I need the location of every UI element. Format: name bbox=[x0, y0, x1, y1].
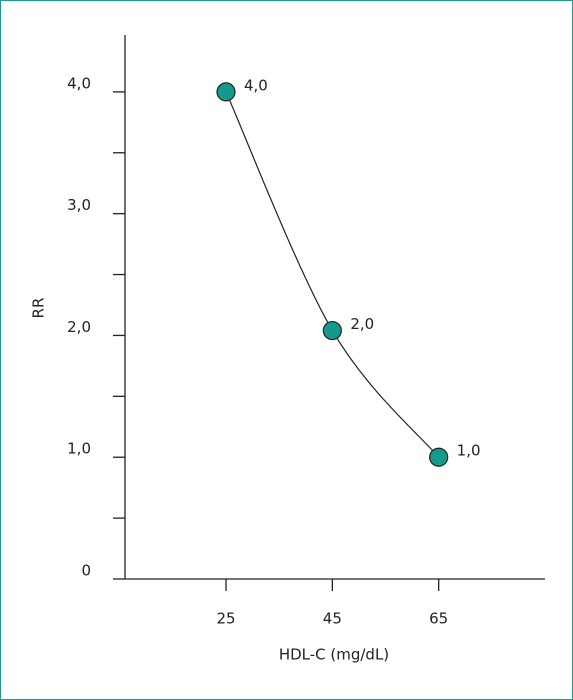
y-axis-label: RR bbox=[30, 298, 48, 319]
y-tick-label: 3,0 bbox=[67, 196, 91, 214]
point bbox=[216, 82, 236, 102]
y-tick-label: 4,0 bbox=[67, 74, 91, 92]
point bbox=[429, 447, 449, 467]
value-label: 1,0 bbox=[457, 442, 481, 460]
x-tick-label: 65 bbox=[429, 610, 448, 628]
x-tick-label: 45 bbox=[323, 610, 342, 628]
y-tick-label: 0 bbox=[81, 562, 91, 580]
y-tick-label: 1,0 bbox=[67, 440, 91, 458]
point bbox=[322, 320, 342, 341]
x-tick-label: 25 bbox=[216, 610, 235, 628]
y-tick-label: 2,0 bbox=[67, 318, 91, 336]
x-axis-label: HDL-C (mg/dL) bbox=[279, 646, 389, 664]
curve bbox=[225, 91, 440, 458]
value-label: 4,0 bbox=[244, 76, 268, 94]
value-label: 2,0 bbox=[350, 315, 374, 333]
